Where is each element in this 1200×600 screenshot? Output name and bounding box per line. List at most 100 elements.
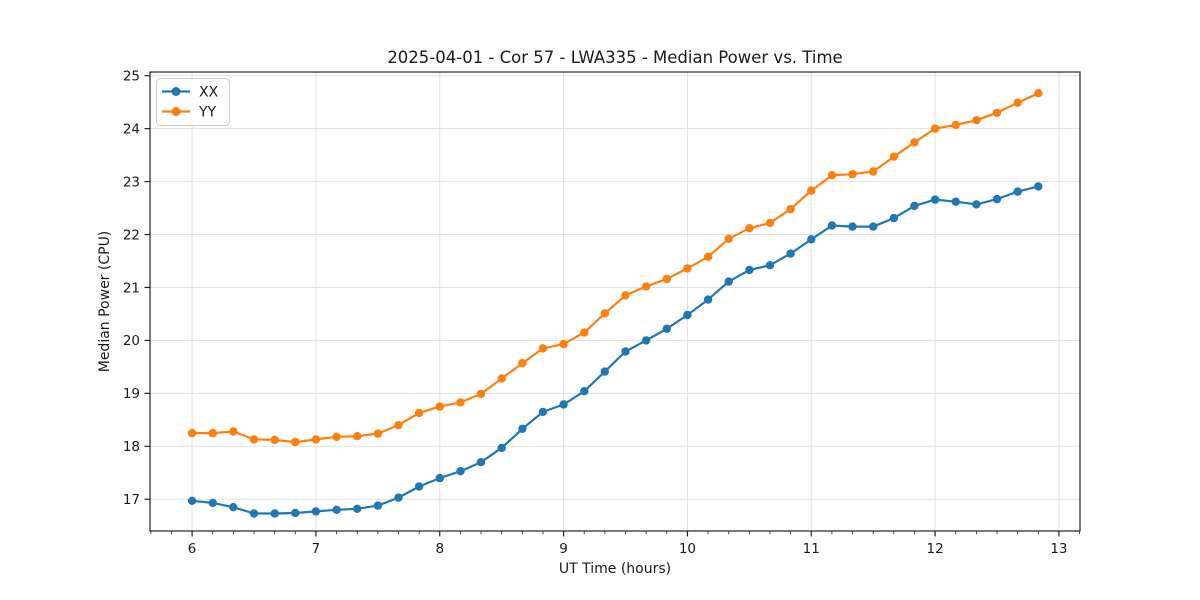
series-yy-marker: [600, 309, 609, 318]
series-xx-marker: [600, 367, 609, 376]
y-tick-label: 17: [123, 492, 140, 508]
series-xx-marker: [807, 235, 816, 244]
series-yy-marker: [910, 138, 919, 147]
series-xx-marker: [951, 197, 960, 206]
series-yy-marker: [807, 186, 816, 195]
series-xx-marker: [765, 261, 775, 270]
series-yy-marker: [291, 437, 300, 447]
legend-marker-yy-icon: [171, 107, 181, 116]
series-xx-marker: [373, 501, 383, 510]
plot-area: [149, 71, 1081, 532]
y-tick-label: 25: [123, 69, 140, 85]
series-xx-marker: [972, 200, 981, 209]
series-xx-marker: [270, 509, 279, 518]
legend-label-yy: YY: [198, 105, 217, 121]
series-xx-marker: [538, 407, 548, 417]
x-axis-label: UT Time (hours): [559, 561, 671, 577]
legend-marker-xx-icon: [171, 87, 181, 96]
series-xx-marker: [311, 507, 321, 516]
series-yy-marker: [683, 264, 692, 273]
y-tick-label: 18: [123, 439, 140, 455]
y-tick-label: 24: [123, 121, 140, 137]
series-yy-marker: [311, 435, 321, 444]
y-tick-label: 22: [123, 227, 140, 243]
x-tick-label: 8: [435, 541, 444, 557]
series-xx-marker: [580, 387, 589, 396]
series-yy-marker: [642, 282, 651, 291]
y-tick-label: 23: [123, 174, 140, 190]
series-xx-marker: [1034, 182, 1043, 191]
series-xx-marker: [683, 310, 692, 320]
series-xx-marker: [930, 195, 940, 204]
series-xx-marker: [848, 222, 857, 231]
series-yy-marker: [1034, 89, 1043, 98]
x-tick-label: 6: [188, 541, 197, 557]
series-yy-marker: [786, 204, 795, 214]
series-xx-marker: [291, 508, 300, 518]
series-yy-marker: [765, 218, 775, 228]
series-xx-marker: [229, 503, 238, 512]
series-yy-marker: [497, 374, 506, 383]
series-yy-marker: [456, 398, 465, 407]
series-xx-marker: [249, 509, 259, 518]
series-xx-marker: [642, 336, 651, 345]
series-yy-marker: [373, 429, 383, 438]
series-xx-marker: [724, 277, 733, 286]
legend-box: [156, 78, 230, 126]
series-xx-marker: [992, 194, 1002, 204]
series-yy-marker: [229, 427, 238, 436]
y-tick-label: 20: [123, 333, 140, 349]
x-tick-label: 13: [1050, 541, 1067, 557]
series-yy-marker: [414, 408, 424, 418]
axis-ticks: 6 7 8 9 10 11 12 13 17 18 19 20 21 22 23 24 25: [123, 69, 1080, 557]
series-yy-marker: [518, 359, 527, 368]
series-xx-marker: [910, 201, 919, 211]
x-tick-label: 10: [679, 541, 696, 557]
series-yy-marker: [992, 108, 1002, 118]
series-xx-marker: [621, 347, 630, 356]
series-yy-marker: [559, 339, 568, 349]
series-xx-marker: [208, 498, 217, 508]
series-xx-marker: [559, 400, 568, 409]
series-layer: [187, 89, 1043, 518]
series-yy-marker: [187, 428, 197, 438]
series-yy-marker: [724, 234, 733, 243]
series-xx-marker: [187, 496, 197, 505]
x-tick-label: 7: [312, 541, 321, 557]
series-xx-marker: [435, 473, 444, 483]
legend-label-xx: XX: [199, 85, 219, 101]
series-yy-marker: [538, 344, 548, 353]
series-yy-marker: [972, 116, 981, 125]
series-yy-marker: [827, 171, 837, 180]
series-yy-marker: [621, 291, 630, 300]
series-yy-marker: [745, 224, 754, 233]
series-yy-marker: [930, 124, 940, 133]
series-yy-marker: [580, 328, 589, 337]
series-xx-marker: [353, 504, 362, 513]
series-xx-marker: [456, 467, 465, 476]
series-yy-marker: [889, 152, 899, 161]
y-tick-label: 21: [123, 280, 140, 296]
chart-title: 2025-04-01 - Cor 57 - LWA335 - Median Po…: [387, 48, 842, 67]
series-xx-marker: [703, 295, 713, 304]
series-yy-marker: [848, 170, 857, 179]
series-xx-marker: [745, 265, 754, 275]
series-yy-marker: [249, 435, 259, 444]
series-xx-marker: [394, 493, 403, 502]
series-yy-marker: [1013, 98, 1022, 107]
y-tick-label: 19: [123, 386, 140, 402]
series-yy-marker: [353, 432, 362, 441]
series-xx-marker: [827, 221, 837, 230]
series-xx-marker: [786, 249, 795, 258]
gridlines: [150, 72, 1080, 531]
x-tick-label: 12: [927, 541, 944, 557]
series-yy-marker: [332, 432, 341, 441]
series-xx-marker: [869, 222, 878, 231]
series-xx-marker: [662, 324, 671, 333]
series-xx-marker: [497, 443, 506, 453]
series-yy-marker: [703, 252, 713, 261]
series-yy-marker: [869, 167, 878, 176]
series-xx-line: [191, 185, 1039, 515]
